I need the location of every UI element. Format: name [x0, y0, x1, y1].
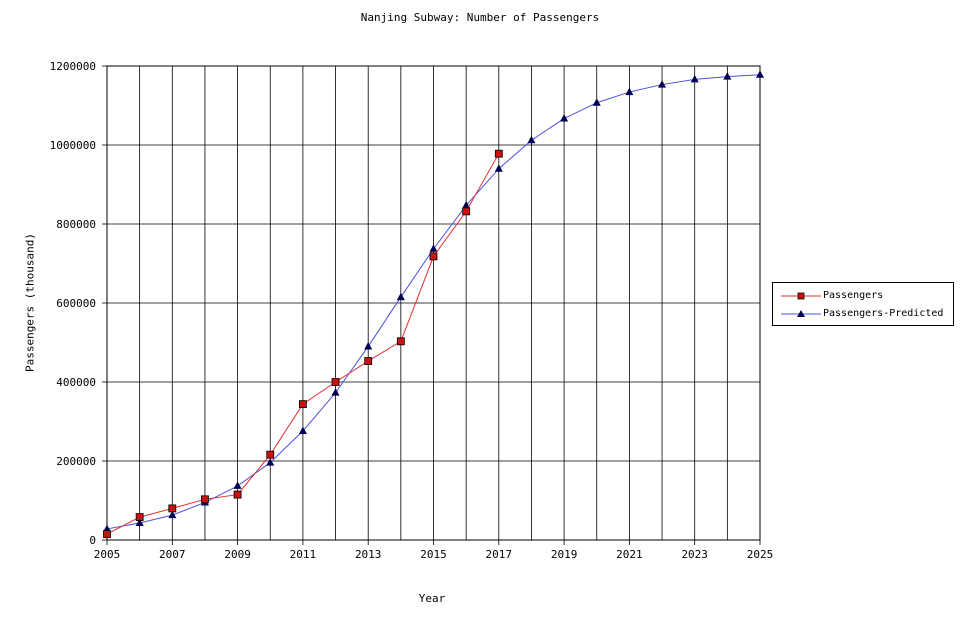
- data-point-passengers-predicted: [298, 426, 307, 434]
- x-tick-label: 2011: [290, 548, 317, 561]
- y-tick-label: 800000: [56, 218, 96, 231]
- data-point-passengers: [168, 504, 177, 513]
- data-point-passengers-predicted: [560, 114, 569, 122]
- legend-swatch-passengers: [781, 292, 821, 300]
- x-tick-label: 2023: [681, 548, 708, 561]
- y-tick-label: 400000: [56, 376, 96, 389]
- legend-swatch-passengers-predicted: [781, 310, 821, 317]
- legend-label-passengers: Passengers: [823, 290, 884, 301]
- legend-item-passengers: Passengers: [773, 289, 953, 303]
- x-tick-label: 2017: [486, 548, 513, 561]
- x-axis-label: Year: [418, 592, 446, 605]
- data-point-passengers: [462, 207, 471, 216]
- chart-title: Nanjing Subway: Number of Passengers: [360, 11, 600, 24]
- data-point-passengers-predicted: [233, 481, 242, 489]
- data-point-passengers-predicted: [429, 244, 438, 252]
- data-point-passengers-predicted: [494, 164, 503, 172]
- data-point-passengers: [494, 149, 503, 158]
- data-point-passengers: [103, 530, 111, 538]
- x-tick-label: 2009: [224, 548, 251, 561]
- x-tick-label: 2019: [551, 548, 578, 561]
- data-point-passengers-predicted: [135, 518, 144, 527]
- data-point-passengers-predicted: [331, 388, 340, 396]
- y-tick-label: 1000000: [50, 139, 96, 152]
- x-tick-label: 2013: [355, 548, 382, 561]
- data-point-passengers: [233, 490, 242, 499]
- legend-label-passengers-predicted: Passengers-Predicted: [823, 308, 944, 319]
- y-tick-label: 200000: [56, 455, 96, 468]
- legend-item-passengers-predicted: Passengers-Predicted: [773, 307, 953, 321]
- data-point-passengers-predicted: [396, 292, 405, 301]
- y-axis-label: Passengers (thousand): [23, 232, 37, 373]
- x-tick-label: 2025: [747, 548, 774, 561]
- x-tick-label: 2021: [616, 548, 643, 561]
- data-point-passengers-predicted: [266, 458, 275, 466]
- legend: Passengers Passengers-Predicted: [772, 282, 954, 326]
- data-point-passengers: [364, 357, 373, 365]
- data-point-passengers-predicted: [723, 72, 732, 80]
- data-point-passengers-predicted: [658, 80, 667, 88]
- data-point-passengers-predicted: [364, 341, 373, 350]
- data-point-passengers-predicted: [103, 524, 111, 532]
- y-tick-label: 600000: [56, 297, 96, 310]
- data-point-passengers: [201, 495, 209, 504]
- data-point-passengers-predicted: [690, 74, 699, 83]
- data-point-passengers: [331, 378, 340, 386]
- data-point-passengers-predicted: [527, 135, 536, 144]
- data-point-passengers: [298, 400, 307, 409]
- y-tick-label: 1200000: [50, 60, 96, 73]
- x-tick-label: 2007: [159, 548, 186, 561]
- plot-border: [106, 65, 761, 541]
- x-tick-label: 2005: [94, 548, 121, 561]
- data-point-passengers-predicted: [756, 70, 764, 78]
- data-point-passengers-predicted: [168, 510, 177, 519]
- data-point-passengers-predicted: [462, 200, 471, 209]
- data-point-passengers: [396, 337, 405, 346]
- data-point-passengers: [429, 252, 438, 261]
- data-point-passengers: [266, 450, 275, 459]
- data-point-passengers-predicted: [592, 98, 601, 106]
- y-tick-label: 0: [89, 534, 96, 547]
- data-point-passengers-predicted: [625, 87, 634, 96]
- x-tick-label: 2015: [420, 548, 447, 561]
- data-point-passengers: [135, 513, 144, 521]
